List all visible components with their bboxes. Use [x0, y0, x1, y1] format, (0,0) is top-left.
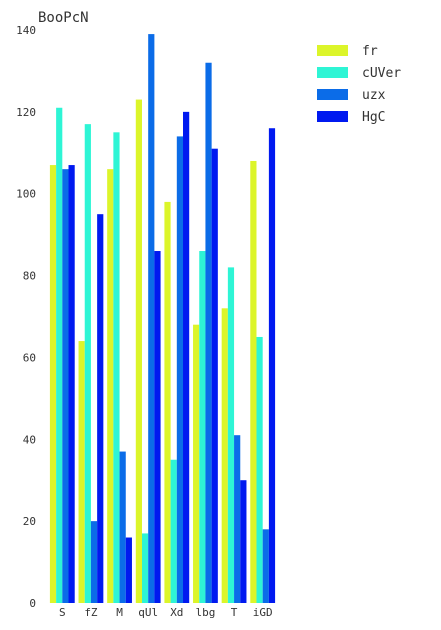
bar-fr-iGD: [250, 160, 257, 603]
legend-swatch-HgC: [317, 111, 348, 122]
legend-label-uzx: uzx: [362, 88, 386, 103]
y-tick-label: 140: [16, 24, 36, 37]
legend-label-fr: fr: [362, 44, 378, 59]
bar-uzx-iGD: [262, 529, 269, 603]
bar-uzx-M: [119, 451, 126, 603]
legend-swatch-fr: [317, 45, 348, 56]
chart-title: BooPcN: [38, 10, 89, 26]
bar-cUVer-S: [56, 107, 63, 603]
bar-fr-lbg: [193, 324, 200, 603]
legend: fr cUVer uzx HgC: [317, 44, 401, 125]
bar-fr-Xd: [164, 201, 171, 603]
bar-HgC-S: [68, 165, 75, 604]
x-tick-label: lbg: [196, 606, 216, 619]
y-tick-label: 40: [23, 433, 36, 446]
bar-cUVer-Xd: [170, 459, 177, 603]
x-tick-label: S: [59, 606, 66, 619]
x-tick-label: qUl: [138, 606, 158, 619]
bar-cUVer-T: [227, 267, 235, 603]
bar-cUVer-qUl: [141, 533, 149, 603]
bar-fr-qUl: [135, 99, 142, 603]
bar-fr-fZ: [78, 341, 85, 603]
y-tick-label: 80: [23, 270, 36, 283]
y-tick-label: 60: [23, 351, 36, 364]
bar-uzx-lbg: [205, 62, 212, 603]
bar-HgC-qUl: [154, 251, 161, 603]
legend-swatch-cUVer: [317, 67, 348, 78]
bar-fr-T: [221, 308, 228, 603]
legend-swatch-uzx: [317, 89, 348, 100]
y-axis: 0 20 40 60 80 100 120 140: [16, 24, 36, 610]
bar-HgC-lbg: [211, 148, 218, 603]
x-tick-label: iGD: [253, 606, 273, 619]
bar-uzx-T: [234, 435, 241, 603]
y-tick-label: 0: [29, 597, 36, 610]
plot-area: [49, 34, 276, 604]
x-tick-label: Xd: [170, 606, 183, 619]
bar-cUVer-lbg: [199, 251, 206, 603]
bar-HgC-T: [240, 480, 247, 603]
x-tick-label: M: [116, 606, 123, 619]
y-tick-label: 120: [16, 106, 36, 119]
x-tick-label: fZ: [84, 606, 98, 619]
bar-cUVer-M: [113, 132, 120, 604]
legend-label-cUVer: cUVer: [362, 66, 401, 81]
bar-uzx-S: [62, 169, 69, 603]
bar-HgC-iGD: [268, 128, 276, 603]
bar-cUVer-fZ: [84, 124, 91, 603]
bar-fr-M: [107, 169, 114, 603]
bar-uzx-qUl: [148, 34, 155, 604]
bar-cUVer-iGD: [256, 336, 263, 603]
x-tick-label: T: [231, 606, 238, 619]
y-tick-label: 100: [16, 188, 36, 201]
bar-uzx-fZ: [90, 521, 98, 603]
y-tick-label: 20: [23, 515, 36, 528]
legend-label-HgC: HgC: [362, 110, 385, 125]
bar-HgC-fZ: [97, 214, 104, 603]
bar-uzx-Xd: [176, 136, 184, 603]
bar-HgC-M: [125, 537, 132, 603]
bar-fr-S: [49, 165, 57, 604]
bar-HgC-Xd: [183, 111, 190, 603]
